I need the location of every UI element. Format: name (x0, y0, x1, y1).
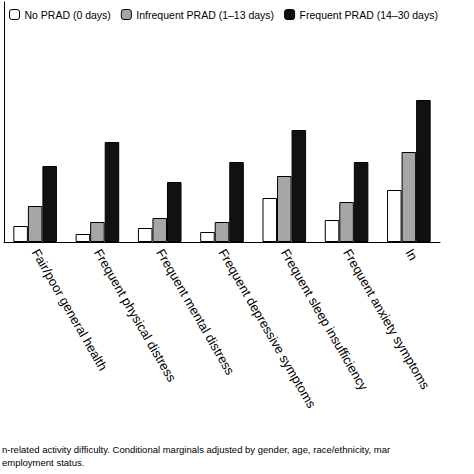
svg-text:Frequent PRAD (14–30 days): Frequent PRAD (14–30 days) (300, 9, 438, 21)
svg-text:No PRAD (0 days): No PRAD (0 days) (25, 9, 111, 21)
svg-text:In: In (402, 246, 420, 263)
svg-text:Frequent sleep insufficiency: Frequent sleep insufficiency (277, 246, 372, 393)
svg-text:Frequent anxiety symptoms: Frequent anxiety symptoms (340, 246, 433, 392)
svg-text:employment status.: employment status. (2, 457, 84, 468)
svg-text:Frequent depressive symptoms: Frequent depressive symptoms (215, 246, 320, 411)
svg-text:Fair/poor general health: Fair/poor general health (28, 246, 111, 374)
svg-text:Frequent physical distress: Frequent physical distress (90, 246, 180, 385)
svg-text:n-related activity difficulty.: n-related activity difficulty. Condition… (2, 444, 390, 455)
svg-text:Frequent mental distress: Frequent mental distress (153, 246, 238, 378)
svg-text:Infrequent PRAD (1–13 days): Infrequent PRAD (1–13 days) (136, 9, 274, 21)
